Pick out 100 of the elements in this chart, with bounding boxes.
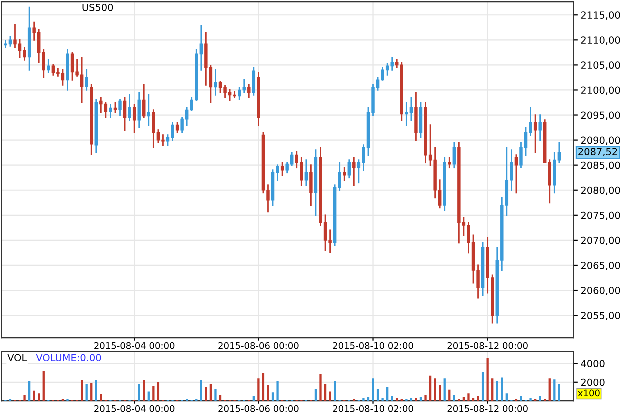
chart-subtitle: VOLUME:0.00: [36, 354, 102, 362]
y-tick-label: 2085,00: [581, 162, 620, 170]
x-tick-label: 2015-08-06 00:00: [218, 405, 299, 412]
bar: [482, 372, 484, 402]
x-tick-label: 2015-08-10 02:00: [333, 405, 414, 412]
bar: [324, 384, 327, 402]
bar: [539, 396, 542, 402]
bar: [334, 381, 336, 402]
bar: [86, 384, 88, 402]
y-tick-label: 2115,00: [581, 12, 620, 20]
candlestick: [242, 80, 246, 94]
bar: [148, 392, 150, 402]
candlestick: [138, 92, 141, 128]
candlestick: [252, 67, 256, 96]
bar: [558, 384, 561, 402]
bar: [205, 387, 208, 402]
chart-title: VOL: [8, 354, 28, 362]
bar: [143, 380, 146, 402]
bar: [376, 388, 380, 402]
bar: [28, 381, 31, 402]
y-tick-label: 2000: [581, 378, 605, 386]
candlestick: [538, 114, 542, 141]
bar: [214, 388, 217, 402]
y-tick-label: 2080,00: [581, 186, 620, 196]
bar: [486, 358, 489, 402]
bar: [453, 395, 456, 402]
x-tick-label: 2015-08-04 00:00: [94, 342, 175, 350]
candlestick: [128, 94, 132, 121]
x-tick-label: 2015-08-04 00:00: [94, 405, 175, 412]
candlestick: [176, 122, 180, 134]
bar: [272, 392, 274, 402]
bar: [33, 390, 36, 402]
bar: [496, 381, 498, 402]
candlestick: [534, 114, 538, 154]
bar: [415, 398, 418, 402]
bar: [444, 378, 446, 402]
x-tick-label: 2015-08-12 00:00: [448, 405, 528, 412]
bar: [262, 373, 265, 402]
bar: [382, 398, 384, 402]
candlestick: [448, 157, 452, 169]
y-tick-label: 2075,00: [581, 212, 620, 220]
y-tick-label: 2110,00: [581, 36, 620, 45]
bar: [219, 395, 222, 402]
bar: [42, 371, 45, 402]
bar: [448, 390, 451, 402]
bar: [372, 378, 374, 402]
bar: [530, 398, 532, 402]
y-tick-label: 2070,00: [581, 236, 620, 246]
bar: [506, 394, 508, 402]
y-tick-label: 2095,00: [581, 112, 620, 120]
bar: [362, 398, 365, 402]
bar: [252, 396, 255, 402]
y-tick-label: 2055,00: [581, 312, 620, 320]
candlestick: [280, 162, 284, 176]
bar: [152, 386, 155, 402]
candlestick: [343, 167, 346, 182]
bar: [276, 381, 279, 402]
x-tick-label: 2015-08-06 00:00: [218, 342, 299, 350]
y-tick-label: 2100,00: [581, 86, 620, 96]
bar: [501, 378, 504, 402]
bar: [267, 385, 270, 402]
bar: [386, 387, 389, 402]
candlestick: [147, 94, 151, 126]
bar: [138, 384, 140, 402]
bar: [391, 396, 394, 402]
bar: [477, 396, 480, 402]
y-tick-label: 2060,00: [581, 287, 620, 296]
chart-title: US500: [82, 4, 114, 12]
bar: [468, 394, 470, 402]
bar: [80, 380, 84, 402]
bar: [492, 378, 494, 402]
text: x100: [578, 390, 600, 397]
bar: [520, 396, 522, 402]
text: 2087,52: [578, 148, 618, 157]
candlestick: [85, 70, 88, 91]
bar: [429, 376, 432, 402]
bar: [210, 384, 212, 402]
candlestick: [248, 84, 251, 98]
bar: [548, 378, 551, 402]
candlestick: [200, 25, 204, 71]
bar: [200, 380, 202, 402]
candlestick: [42, 49, 46, 78]
bar: [100, 394, 102, 402]
candlestick: [214, 70, 218, 96]
y-tick-label: 2065,00: [581, 262, 620, 270]
bar: [95, 380, 98, 402]
candlestick: [310, 164, 313, 206]
candlestick: [123, 97, 127, 131]
y-tick-label: 4000: [581, 360, 605, 368]
candlestick: [109, 104, 112, 118]
candlestick: [352, 157, 356, 186]
candlestick: [132, 104, 136, 134]
bar: [554, 380, 556, 402]
candlestick: [452, 142, 456, 169]
candlestick: [304, 160, 308, 186]
candlestick: [548, 160, 552, 204]
bar: [157, 382, 160, 402]
candlestick: [142, 84, 146, 118]
bar: [24, 395, 26, 402]
x-tick-label: 2015-08-12 00:00: [448, 342, 528, 350]
